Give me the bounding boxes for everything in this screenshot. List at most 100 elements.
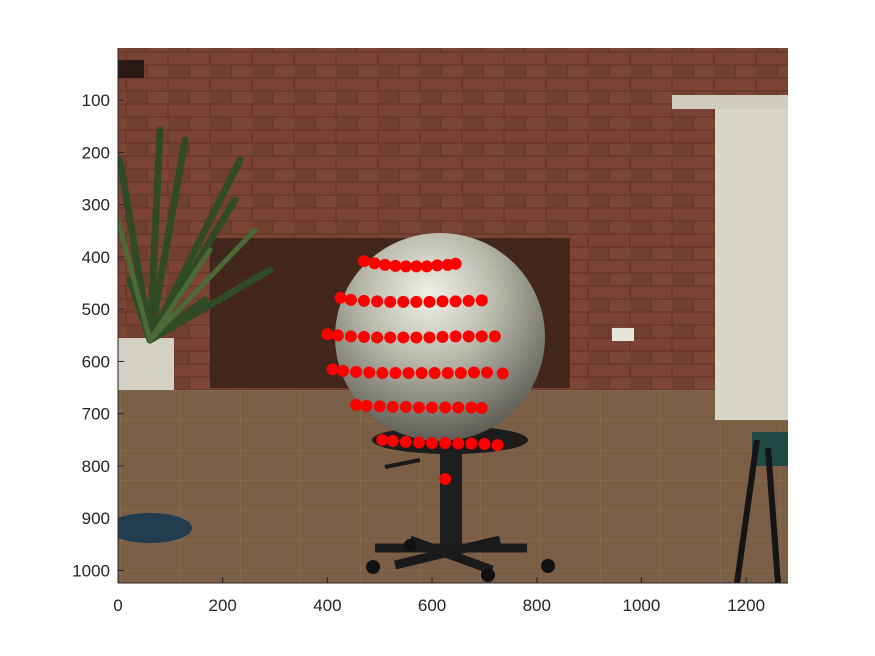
y-ticks: 100 200 300 400 500 600 700 800 900 1000: [72, 91, 124, 580]
data-point: [475, 294, 488, 307]
data-point: [386, 434, 399, 447]
data-point: [389, 366, 402, 379]
data-point: [481, 366, 494, 379]
data-point: [452, 437, 465, 450]
x-tick-label: 200: [209, 596, 237, 615]
data-point: [462, 294, 475, 307]
data-point: [496, 367, 509, 380]
y-tick-label: 300: [82, 196, 110, 215]
data-point: [488, 330, 501, 343]
data-point: [378, 258, 391, 271]
data-point: [420, 260, 433, 273]
y-tick-label: 400: [82, 248, 110, 267]
data-point: [368, 257, 381, 270]
point-overlay: [321, 255, 509, 486]
data-point: [436, 330, 449, 343]
data-point: [475, 330, 488, 343]
data-point: [441, 366, 454, 379]
data-point: [399, 400, 412, 413]
data-point: [491, 439, 504, 452]
data-point: [331, 329, 344, 342]
data-point: [462, 330, 475, 343]
data-point: [449, 295, 462, 308]
data-point: [376, 433, 389, 446]
door-frame: [672, 95, 788, 109]
axes: [117, 48, 788, 584]
data-point: [449, 330, 462, 343]
data-point: [326, 363, 339, 376]
data-point: [478, 438, 491, 451]
data-point: [452, 401, 465, 414]
data-point: [475, 401, 488, 414]
data-point: [454, 366, 467, 379]
data-point: [384, 295, 397, 308]
x-tick-label: 600: [418, 596, 446, 615]
door: [715, 108, 788, 420]
dark-strip: [118, 60, 144, 78]
x-tick-label: 800: [523, 596, 551, 615]
data-point: [467, 366, 480, 379]
data-point: [397, 331, 410, 344]
data-point: [344, 330, 357, 343]
y-tick-label: 100: [82, 91, 110, 110]
data-point: [360, 399, 373, 412]
data-point: [439, 473, 452, 486]
data-point: [439, 436, 452, 449]
data-point: [410, 295, 423, 308]
y-tick-label: 600: [82, 352, 110, 371]
x-ticks: 0 200 400 600 800 1000 1200: [113, 577, 765, 615]
data-point: [376, 366, 389, 379]
data-point: [344, 293, 357, 306]
data-point: [363, 366, 376, 379]
point-row-6: [376, 433, 504, 452]
data-point: [410, 331, 423, 344]
data-point: [358, 255, 371, 268]
photo: [118, 48, 788, 583]
data-point: [334, 291, 347, 304]
data-point: [428, 366, 441, 379]
data-point: [384, 331, 397, 344]
data-point: [423, 295, 436, 308]
data-point: [423, 331, 436, 344]
data-point: [449, 257, 462, 270]
data-point: [371, 331, 384, 344]
point-row-3: [321, 328, 501, 344]
data-point: [358, 330, 371, 343]
data-point: [412, 401, 425, 414]
bar-stool: [734, 432, 788, 583]
data-point: [410, 260, 423, 273]
data-point: [350, 365, 363, 378]
point-row-1: [358, 255, 462, 273]
data-point: [465, 437, 478, 450]
point-row-7: [439, 473, 452, 486]
x-tick-label: 1000: [623, 596, 661, 615]
data-point: [389, 259, 402, 272]
y-tick-label: 1000: [72, 561, 110, 580]
data-point: [431, 259, 444, 272]
data-point: [465, 401, 478, 414]
x-tick-label: 1200: [727, 596, 765, 615]
data-point: [321, 328, 334, 341]
data-point: [371, 295, 384, 308]
point-row-4: [326, 363, 509, 380]
data-point: [436, 295, 449, 308]
potted-plant: [118, 126, 274, 390]
data-point: [402, 366, 415, 379]
data-point: [399, 435, 412, 448]
data-point: [373, 400, 386, 413]
data-point: [415, 366, 428, 379]
y-tick-label: 800: [82, 457, 110, 476]
data-point: [386, 400, 399, 413]
floor-marking: [118, 513, 192, 543]
point-row-2: [334, 291, 488, 308]
x-tick-label: 0: [113, 596, 122, 615]
data-point: [412, 436, 425, 449]
wall-socket: [612, 328, 634, 341]
data-point: [337, 364, 350, 377]
data-point: [397, 295, 410, 308]
y-tick-label: 200: [82, 143, 110, 162]
data-point: [399, 260, 412, 273]
point-row-5: [350, 398, 488, 414]
data-point: [358, 294, 371, 307]
